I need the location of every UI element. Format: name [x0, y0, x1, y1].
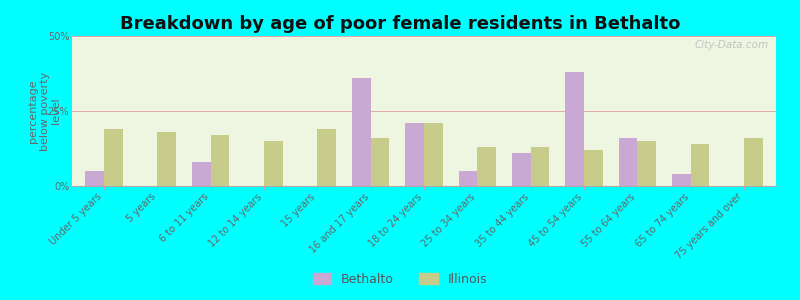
Bar	[406, 123, 424, 186]
Text: City-Data.com: City-Data.com	[695, 40, 769, 50]
Bar	[210, 135, 230, 186]
Bar	[192, 162, 210, 186]
Bar	[424, 123, 442, 186]
Bar	[478, 147, 496, 186]
Bar	[370, 138, 390, 186]
Bar	[690, 144, 710, 186]
Bar	[104, 129, 122, 186]
Bar	[672, 174, 690, 186]
Legend: Bethalto, Illinois: Bethalto, Illinois	[307, 268, 493, 291]
Bar	[158, 132, 176, 186]
Bar	[512, 153, 530, 186]
Bar	[744, 138, 762, 186]
Bar	[318, 129, 336, 186]
Bar	[566, 72, 584, 186]
Bar	[638, 141, 656, 186]
Bar	[352, 78, 370, 186]
Y-axis label: percentage
below poverty
level: percentage below poverty level	[28, 71, 62, 151]
Bar	[86, 171, 104, 186]
Bar	[264, 141, 282, 186]
Text: Breakdown by age of poor female residents in Bethalto: Breakdown by age of poor female resident…	[120, 15, 680, 33]
Bar	[618, 138, 638, 186]
Bar	[530, 147, 550, 186]
Bar	[584, 150, 602, 186]
Bar	[458, 171, 478, 186]
